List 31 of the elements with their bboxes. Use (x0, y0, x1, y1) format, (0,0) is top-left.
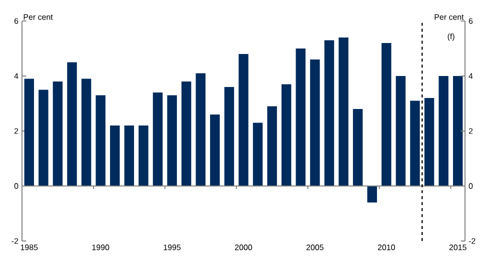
bar (181, 82, 192, 186)
bar (453, 76, 463, 186)
bar (282, 84, 292, 186)
bar (352, 109, 363, 186)
bar (110, 126, 120, 186)
bar (438, 76, 448, 186)
bar (124, 126, 134, 186)
bar (138, 126, 148, 186)
bar (367, 186, 377, 202)
bar (424, 98, 434, 186)
bar (382, 43, 392, 186)
bar (324, 40, 334, 186)
bar (267, 106, 277, 186)
bar (410, 100, 420, 186)
bar (38, 90, 48, 186)
bar (210, 114, 220, 186)
bar (224, 87, 234, 186)
bar (196, 73, 206, 186)
bar (81, 78, 92, 186)
bar (67, 62, 77, 186)
bar (252, 122, 263, 186)
bar (24, 78, 34, 186)
bar (310, 60, 320, 186)
bar (296, 48, 306, 186)
bar (52, 82, 63, 186)
bar (238, 54, 248, 186)
bar (396, 76, 406, 186)
bar (338, 38, 348, 186)
bar (152, 92, 163, 186)
bar (96, 95, 106, 186)
bar (167, 95, 177, 186)
